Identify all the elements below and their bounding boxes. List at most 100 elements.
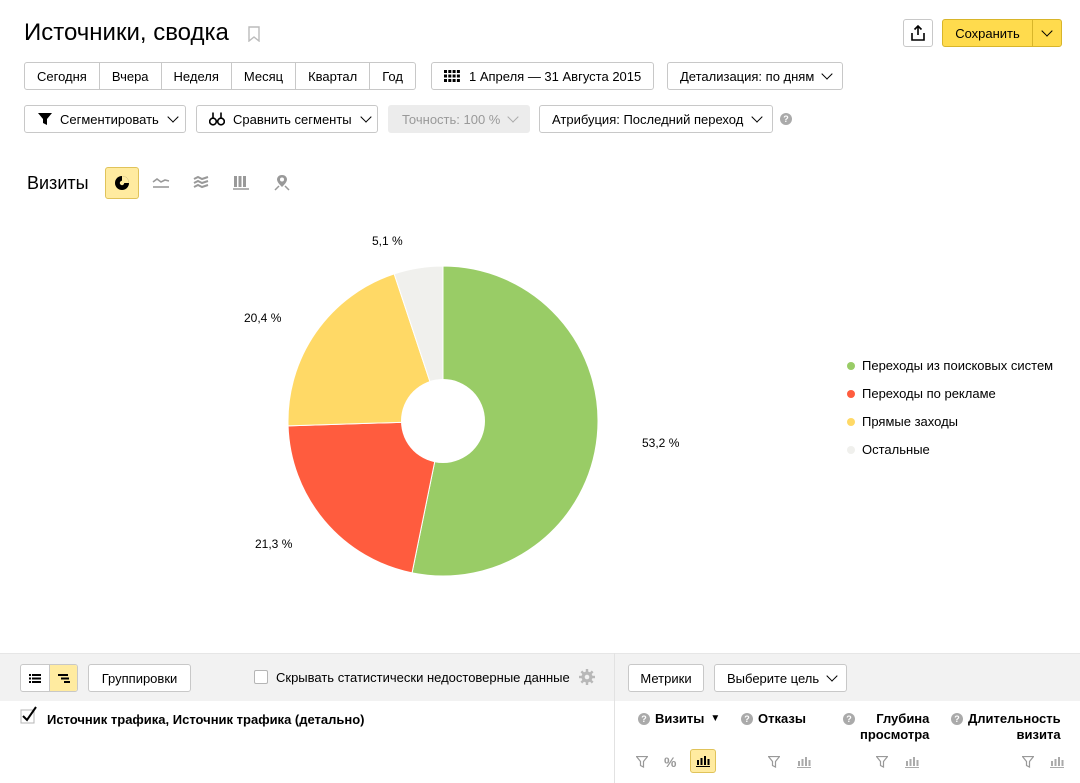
compare-icon [209,112,225,126]
bars-icon[interactable] [905,756,919,771]
column-depth[interactable]: ? Глубина просмотра [843,711,929,743]
dimension-checkmark-icon[interactable] [20,706,38,727]
save-button-group: Сохранить [942,19,1062,47]
chevron-down-icon [359,111,372,123]
chart-type-map-button[interactable] [274,174,290,194]
bars-icon [696,755,710,767]
donut-hole [401,379,485,463]
period-week[interactable]: Неделя [162,63,232,89]
hide-unreliable-label: Скрывать статистически недостоверные дан… [276,670,570,685]
chevron-down-icon [507,111,520,123]
legend-item-ads[interactable]: Переходы по рекламе [847,386,996,401]
groupings-label: Группировки [101,670,178,686]
chevron-down-icon [751,111,763,123]
slice-label-direct: 20,4 % [244,311,282,325]
slice-label-ads: 21,3 % [255,537,293,551]
slice-search[interactable] [411,265,599,577]
upload-icon [911,25,925,41]
help-icon[interactable]: ? [741,713,753,725]
column-duration[interactable]: ? Длительность визита [951,711,1061,743]
calendar-icon [444,70,460,82]
tree-icon [57,673,70,683]
accuracy-label: Точность: 100 % [402,111,501,127]
column-depth-label-2: просмотра [860,727,930,742]
bookmark-icon[interactable] [248,26,260,45]
period-month[interactable]: Месяц [232,63,297,89]
accuracy-dropdown: Точность: 100 % [388,105,530,133]
column-bounces-label: Отказы [758,711,806,726]
bar-chart-toggle[interactable] [690,749,716,773]
period-selector: Сегодня Вчера Неделя Месяц Квартал Год [24,62,416,90]
date-range-label: 1 Апреля — 31 Августа 2015 [469,68,642,84]
attribution-dropdown[interactable]: Атрибуция: Последний переход [539,105,773,133]
column-duration-label-2: визита [1016,727,1061,742]
slice-direct[interactable] [287,273,444,427]
filter-icon[interactable] [875,755,889,771]
legend-label: Прямые заходы [862,414,959,429]
chart-type-area-button[interactable] [193,175,209,192]
detail-label: Детализация: по дням [680,68,815,84]
help-icon[interactable]: ? [951,713,963,725]
save-button[interactable]: Сохранить [943,20,1033,46]
chart-type-line-button[interactable] [152,175,170,192]
donut-chart [287,265,599,577]
gear-icon[interactable] [579,669,595,688]
area-chart-icon [193,175,209,189]
table-toolbar-divider [614,653,615,783]
list-icon [29,673,41,683]
bars-icon[interactable] [797,756,811,771]
share-button[interactable] [903,19,933,47]
percent-toggle[interactable]: % [664,754,677,770]
help-icon[interactable]: ? [638,713,650,725]
slice-label-search: 53,2 % [642,436,680,450]
legend-item-other[interactable]: Остальные [847,442,930,457]
view-toggle-group [20,664,78,692]
detail-dropdown[interactable]: Детализация: по дням [667,62,843,90]
legend-item-direct[interactable]: Прямые заходы [847,414,958,429]
segment-button[interactable]: Сегментировать [24,105,186,133]
period-yesterday[interactable]: Вчера [100,63,162,89]
period-year[interactable]: Год [382,68,403,84]
tree-view-button[interactable] [50,665,77,691]
period-quarter[interactable]: Квартал [296,63,371,89]
goal-label: Выберите цель [727,670,820,686]
compare-segments-button[interactable]: Сравнить сегменты [196,105,378,133]
filter-icon[interactable] [767,755,781,771]
period-today[interactable]: Сегодня [25,63,100,89]
chevron-down-icon [167,111,179,123]
help-icon[interactable]: ? [780,113,792,125]
slice-ads[interactable] [287,420,444,574]
groupings-button[interactable]: Группировки [88,664,191,692]
column-visits-label: Визиты [655,711,705,726]
legend-dot [847,361,855,370]
legend-dot [847,389,855,398]
slice-other[interactable] [393,265,444,422]
legend-item-search[interactable]: Переходы из поисковых систем [847,358,1053,373]
chart-type-bar-button[interactable] [233,174,249,193]
segment-label: Сегментировать [60,111,159,127]
save-dropdown-button[interactable] [1033,20,1061,46]
help-icon[interactable]: ? [843,713,855,725]
column-duration-label-1: Длительность [968,711,1061,726]
hide-unreliable-checkbox[interactable] [254,670,268,684]
dimension-header: Источник трафика, Источник трафика (дета… [47,712,365,727]
chart-type-pie-button[interactable] [105,167,139,199]
filter-icon[interactable] [635,755,649,771]
metrics-button[interactable]: Метрики [628,664,704,692]
list-view-button[interactable] [21,665,50,691]
date-range-button[interactable]: 1 Апреля — 31 Августа 2015 [431,62,654,90]
line-chart-icon [152,178,170,188]
chevron-down-icon [1041,25,1053,37]
legend-label: Переходы по рекламе [862,386,996,401]
legend-label: Переходы из поисковых систем [862,358,1054,373]
pie-chart-icon [115,176,129,190]
goal-dropdown[interactable]: Выберите цель [714,664,847,692]
filter-icon[interactable] [1021,755,1035,771]
metrics-label: Метрики [640,670,692,686]
column-depth-label-1: Глубина [876,711,930,726]
column-visits[interactable]: ? Визиты ▼ [638,711,720,726]
bars-icon[interactable] [1050,756,1064,771]
chevron-down-icon [821,68,833,80]
legend-label: Остальные [862,442,930,457]
column-bounces[interactable]: ? Отказы [741,711,806,726]
